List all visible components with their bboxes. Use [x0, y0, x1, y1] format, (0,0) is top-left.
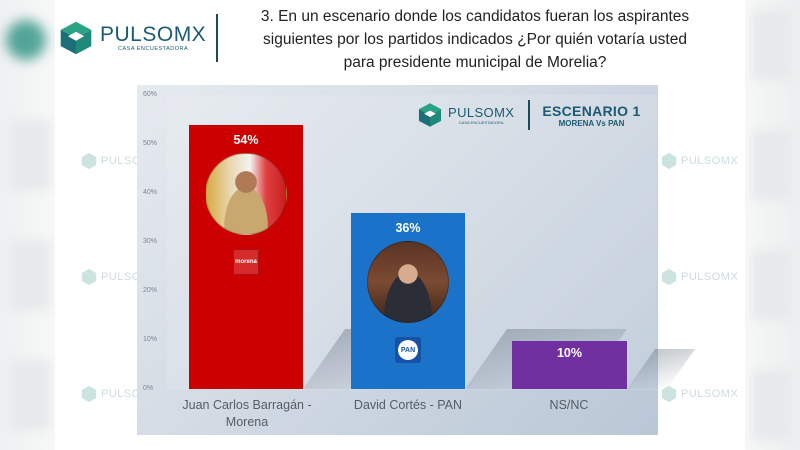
watermark: PULSOMX [660, 385, 738, 403]
y-tick: 0% [143, 385, 154, 392]
y-tick: 60% [143, 91, 158, 98]
scenario-title: ESCENARIO 1 [542, 102, 641, 119]
morena-logo-icon: morena [233, 249, 259, 275]
badge-brand-name: PULSOMX [448, 104, 515, 120]
y-tick: 10% [143, 336, 158, 343]
blurred-tile [10, 240, 50, 310]
category-label-line: NS/NC [549, 398, 589, 412]
y-tick: 40% [143, 189, 158, 196]
category-label-line: Juan Carlos Barragán - [182, 398, 312, 412]
pulsomx-logo-icon [661, 152, 677, 170]
chart-panel: 60% 50% 40% 30% 20% 10% 0% 54% morena 36… [137, 85, 696, 435]
category-label: Juan Carlos Barragán - Morena [167, 397, 327, 431]
bar-pan: 36% PAN [351, 213, 465, 389]
watermark-text: PULSOMX [681, 155, 739, 167]
brand-subtitle: CASA ENCUESTADORA [118, 46, 189, 52]
blurred-background-right [745, 0, 800, 450]
bar-morena: 54% morena [189, 125, 303, 389]
category-label: NS/NC [509, 397, 629, 414]
question-line: siguientes por los partidos indicados ¿P… [263, 31, 687, 48]
bar-value-label: 36% [395, 221, 421, 235]
y-tick: 20% [143, 287, 158, 294]
question-line: para presidente municipal de Morelia? [343, 54, 607, 71]
blurred-tile [10, 360, 50, 430]
pulsomx-logo-icon [661, 268, 677, 286]
header-divider [216, 14, 218, 62]
watermark: PULSOMX [660, 152, 738, 170]
pulsomx-logo-icon [81, 385, 97, 403]
watermark-text: PULSOMX [681, 388, 739, 400]
candidate-photo-barragan [205, 153, 287, 235]
brand-name: PULSOMX [100, 23, 207, 46]
candidate-photo-cortes [367, 241, 449, 323]
blurred-tile [752, 370, 792, 440]
morena-logo-text: morena [235, 259, 257, 265]
pulsomx-logo-icon [60, 21, 92, 55]
watermark: PULSOMX [660, 268, 738, 286]
badge-brand-subtitle: CASA ENCUESTADORA [458, 119, 504, 125]
pulsomx-logo-icon [81, 152, 97, 170]
blurred-tile [10, 120, 50, 190]
bar-value-label: 10% [556, 346, 583, 360]
pulsomx-logo-icon [81, 268, 97, 286]
blurred-tile [752, 250, 792, 320]
category-label: David Cortés - PAN [333, 397, 483, 414]
badge-divider [528, 100, 531, 130]
watermark-text: PULSOMX [681, 271, 739, 283]
blurred-background-left [0, 0, 55, 450]
category-label-line: David Cortés - PAN [353, 398, 463, 412]
blurred-logo-icon [6, 20, 46, 60]
brand-logo: PULSOMX CASA ENCUESTADORA [58, 20, 206, 56]
pan-logo-text: PAN [398, 340, 418, 360]
bar-value-label: 54% [233, 133, 259, 147]
pan-logo-icon: PAN [395, 337, 421, 363]
scenario-badge: PULSOMX CASA ENCUESTADORA ESCENARIO 1 MO… [417, 100, 641, 130]
y-tick: 50% [143, 140, 158, 147]
scenario-subtitle: MORENA Vs PAN [558, 118, 625, 128]
category-label-line: Morena [225, 415, 269, 429]
blurred-tile [752, 10, 792, 80]
pulsomx-logo-icon [418, 103, 442, 127]
question-line: 3. En un escenario donde los candidatos … [260, 8, 690, 25]
y-tick: 30% [143, 238, 158, 245]
pulsomx-logo-icon [661, 385, 677, 403]
bar-nsnc: 10% [512, 341, 627, 389]
blurred-tile [752, 130, 792, 200]
question-title: 3. En un escenario donde los candidatos … [225, 5, 725, 74]
